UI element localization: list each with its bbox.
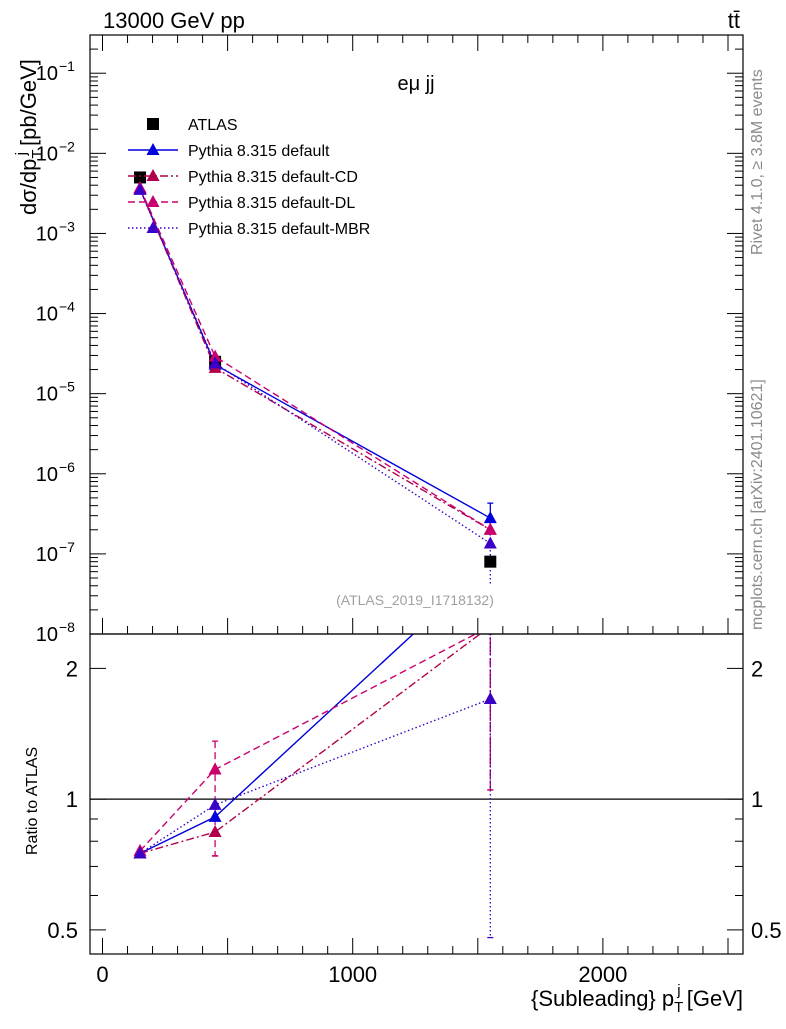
main-y-tick-base: 10 (36, 63, 58, 85)
main-y-tick-base: 10 (36, 624, 58, 646)
main-y-tick-base: 10 (36, 464, 58, 486)
main-series (133, 171, 497, 586)
ratio-y-tick-label-left: 1 (66, 787, 78, 812)
ratio-y-tick-label-right: 2 (751, 656, 763, 681)
main-y-tick-label: 10−2 (36, 138, 75, 165)
main-y-axis-label: dσ/dpTj [pb/GeV] (13, 59, 46, 215)
main-y-tick-exp: −4 (59, 299, 75, 315)
main-y-tick-exp: −6 (59, 459, 75, 475)
side-label-source: mcplots.cern.ch [arXiv:2401.10621] (749, 379, 766, 630)
legend-label-mbr: Pythia 8.315 default-MBR (188, 221, 370, 238)
main-point-mbr (208, 356, 222, 369)
main-y-tick-exp: −7 (59, 539, 75, 555)
main-axis-ticks: 10−810−710−610−510−410−310−210−1 (36, 35, 743, 646)
legend-marker-cd (146, 169, 160, 181)
ratio-point-dl (484, 619, 497, 631)
main-y-label-sub: T (29, 149, 46, 158)
x-tick-label: 1000 (328, 962, 377, 987)
main-point-mbr (483, 536, 497, 549)
main-y-tick-exp: −8 (59, 619, 75, 635)
legend-marker-default (146, 143, 160, 155)
main-y-tick-label: 10−1 (36, 58, 75, 85)
main-point-dl (208, 349, 222, 362)
x-label-main: {Subleading} p (531, 986, 674, 1011)
main-y-tick-label: 10−8 (36, 619, 75, 646)
main-point-atlas (134, 171, 147, 184)
ratio-y-tick-label-left: 2 (66, 656, 78, 681)
x-label-tail: [GeV] (681, 986, 743, 1011)
energy-label: 13000 GeV pp (103, 8, 245, 33)
legend-label-atlas: ATLAS (188, 117, 238, 134)
main-line-default (139, 188, 491, 519)
main-y-label-main: dσ/dp (16, 159, 41, 215)
main-y-tick-label: 10−3 (36, 218, 75, 245)
main-y-label-sup: j (13, 152, 30, 156)
main-y-tick-label: 10−4 (36, 299, 75, 326)
x-label-sup: j (676, 982, 680, 999)
main-point-atlas (484, 555, 497, 568)
analysis-id-label: (ATLAS_2019_I1718132) (336, 592, 494, 608)
ratio-point-mbr (208, 797, 222, 810)
main-y-tick-base: 10 (36, 223, 58, 245)
ratio-panel: 0.5 0.5 1 1 2 2 0 1000 2000 (47, 619, 782, 987)
process-label: tt̄ (728, 8, 740, 33)
main-y-tick-base: 10 (36, 544, 58, 566)
main-panel: 10−810−710−610−510−410−310−210−1 (36, 34, 744, 646)
main-point-default (483, 511, 497, 524)
main-y-tick-base: 10 (36, 143, 58, 165)
ratio-line-cd (139, 634, 482, 855)
ratio-y-axis-label: Ratio to ATLAS (24, 747, 41, 855)
ratio-line-dl (139, 634, 478, 852)
ratio-point-cd (484, 619, 497, 631)
ratio-y-tick-label-right: 0.5 (751, 918, 782, 943)
x-label-sub: T (674, 999, 683, 1016)
main-line-cd (139, 188, 491, 531)
legend-label-default: Pythia 8.315 default (188, 143, 330, 160)
channel-label: eμ jj (397, 73, 434, 95)
main-y-tick-exp: −1 (59, 58, 75, 74)
side-label-rivet: Rivet 4.1.0, ≥ 3.8M events (749, 69, 766, 255)
main-y-tick-base: 10 (36, 304, 58, 326)
ratio-point-mbr (483, 692, 497, 705)
legend: ATLAS Pythia 8.315 default Pythia 8.315 de… (128, 117, 370, 238)
main-y-tick-exp: −5 (59, 379, 75, 395)
ratio-point-dl (208, 762, 222, 775)
legend-marker-mbr (146, 221, 160, 233)
legend-label-dl: Pythia 8.315 default-DL (188, 195, 355, 212)
main-y-label-tail: [pb/GeV] (16, 59, 41, 152)
ratio-point-default (208, 809, 222, 822)
main-point-mbr (133, 182, 147, 195)
main-line-mbr (139, 189, 491, 545)
main-y-tick-exp: −2 (59, 138, 75, 154)
legend-marker-atlas (147, 118, 159, 130)
ratio-line-mbr (139, 698, 491, 854)
main-y-tick-base: 10 (36, 384, 58, 406)
main-point-dl (483, 522, 497, 535)
ratio-series (133, 619, 497, 939)
main-y-tick-label: 10−6 (36, 459, 75, 486)
ratio-y-tick-label-right: 1 (751, 787, 763, 812)
main-y-tick-label: 10−5 (36, 379, 75, 406)
x-tick-label: 2000 (578, 962, 627, 987)
ratio-y-tick-label-left: 0.5 (47, 918, 78, 943)
main-line-dl (139, 187, 491, 531)
main-y-tick-exp: −3 (59, 218, 75, 234)
main-y-tick-label: 10−7 (36, 539, 75, 566)
ratio-axis-ticks: 0.5 0.5 1 1 2 2 0 1000 2000 (47, 656, 781, 987)
ratio-frame (89, 633, 744, 955)
legend-marker-dl (146, 195, 160, 207)
ratio-point-cd (208, 825, 222, 838)
ratio-point-mbr (133, 846, 147, 859)
legend-label-cd: Pythia 8.315 default-CD (188, 169, 358, 186)
x-tick-label: 0 (96, 962, 108, 987)
x-axis-label: {Subleading} pTj [GeV] (531, 982, 743, 1016)
